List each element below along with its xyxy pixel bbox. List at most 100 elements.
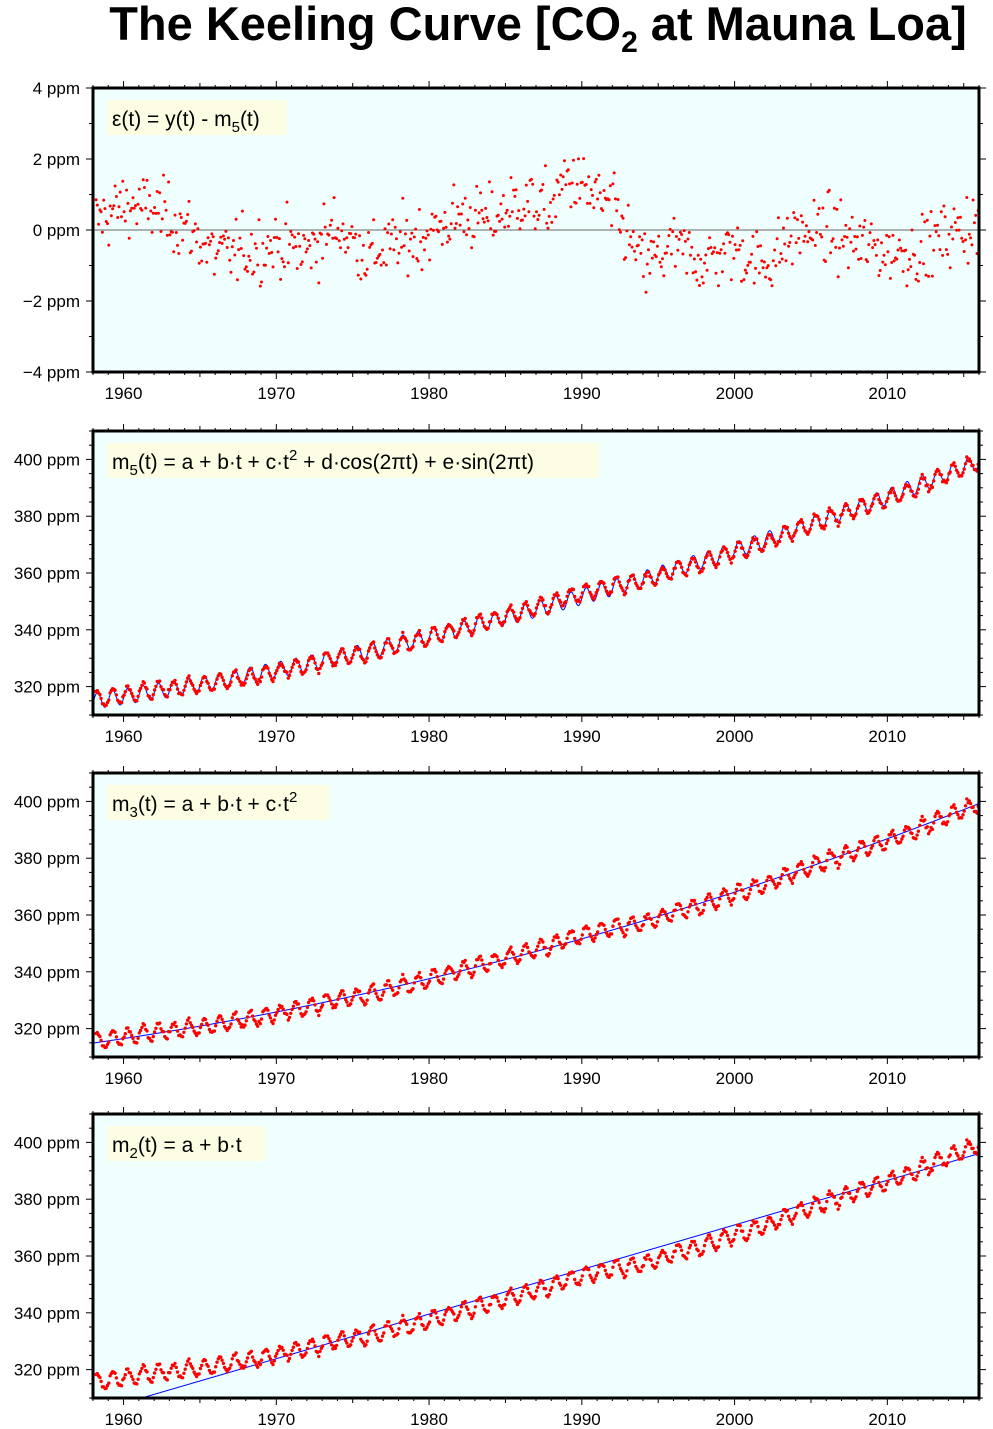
co2-point — [509, 945, 513, 949]
co2-point — [537, 941, 541, 945]
co2-point — [421, 982, 425, 987]
co2-point — [329, 1002, 334, 1006]
residual-point — [122, 210, 126, 214]
co2-point — [266, 666, 270, 670]
residual-point — [821, 206, 825, 210]
co2-point — [822, 869, 826, 873]
co2-point — [276, 1348, 280, 1353]
residual-point — [215, 252, 219, 256]
co2-point — [868, 1191, 872, 1195]
co2-point — [763, 542, 768, 546]
residual-point — [878, 269, 882, 272]
residual-point — [260, 280, 263, 284]
residual-point — [627, 243, 631, 247]
residual-point — [270, 251, 274, 254]
co2-point — [312, 999, 316, 1003]
co2-point — [679, 907, 684, 911]
co2-point — [150, 1380, 154, 1384]
co2-point — [678, 903, 683, 908]
co2-point — [434, 1311, 438, 1315]
co2-point — [206, 1364, 210, 1369]
co2-point — [243, 681, 247, 685]
co2-point — [496, 1299, 500, 1303]
co2-point — [872, 497, 876, 501]
residual-point — [970, 243, 974, 247]
residual-point — [708, 236, 712, 240]
co2-point — [140, 1366, 144, 1371]
co2-point — [472, 970, 476, 974]
co2-point — [775, 884, 779, 889]
co2-point — [915, 833, 919, 837]
co2-point — [427, 637, 432, 641]
residual-point — [719, 248, 723, 252]
co2-point — [455, 975, 460, 979]
residual-point — [908, 257, 911, 261]
co2-point — [836, 866, 840, 870]
co2-point — [850, 855, 854, 860]
residual-point — [536, 218, 540, 221]
residual-point — [303, 237, 307, 241]
co2-point — [604, 1272, 609, 1276]
co2-point — [154, 684, 158, 688]
residual-point — [746, 263, 750, 267]
residual-point — [167, 180, 171, 184]
co2-point — [187, 1357, 191, 1361]
co2-point — [946, 820, 950, 824]
co2-point — [403, 1320, 408, 1324]
co2-point — [748, 545, 753, 550]
co2-point — [863, 1185, 867, 1189]
residual-point — [806, 240, 810, 244]
co2-point — [963, 462, 968, 466]
residual-point — [354, 232, 358, 236]
co2-point — [489, 1302, 493, 1307]
co2-point — [817, 859, 821, 864]
residual-point — [872, 239, 876, 242]
residual-point — [587, 175, 591, 179]
co2-point — [794, 528, 798, 533]
residual-point — [690, 245, 694, 249]
residual-point — [601, 209, 605, 212]
co2-point — [457, 972, 461, 976]
co2-point — [756, 883, 760, 888]
residual-point — [841, 244, 845, 248]
co2-point — [366, 991, 371, 995]
residual-point — [507, 224, 510, 228]
co2-point — [131, 1377, 135, 1382]
co2-point — [486, 1309, 490, 1313]
co2-point — [285, 1353, 289, 1358]
residual-point — [950, 225, 953, 229]
co2-point — [253, 677, 257, 681]
co2-point — [963, 1145, 968, 1149]
co2-point — [811, 1201, 815, 1206]
residual-point — [625, 229, 629, 233]
co2-point — [342, 1334, 346, 1338]
residual-point — [479, 191, 482, 195]
co2-point — [692, 1239, 697, 1244]
residual-point — [965, 196, 969, 199]
residual-point — [379, 263, 383, 267]
residual-point — [830, 239, 834, 243]
co2-point — [671, 914, 675, 918]
residual-point — [484, 206, 488, 210]
co2-point — [926, 1173, 931, 1177]
residual-point — [698, 284, 701, 287]
residual-point — [285, 200, 289, 204]
co2-point — [107, 698, 111, 702]
y-tick-label: 380 ppm — [14, 507, 80, 526]
residual-point — [936, 223, 939, 227]
residual-point — [593, 180, 597, 184]
residual-point — [142, 186, 146, 189]
co2-point — [341, 989, 345, 993]
co2-point — [779, 876, 783, 881]
co2-point — [971, 463, 975, 467]
residual-point — [916, 279, 920, 283]
residual-point — [720, 270, 724, 274]
co2-point — [259, 675, 264, 679]
co2-point — [379, 1338, 383, 1343]
co2-point — [547, 609, 551, 614]
co2-point — [221, 678, 226, 683]
co2-point — [276, 1007, 280, 1012]
co2-point — [371, 640, 376, 644]
residual-point — [407, 249, 411, 253]
residual-point — [168, 233, 172, 237]
